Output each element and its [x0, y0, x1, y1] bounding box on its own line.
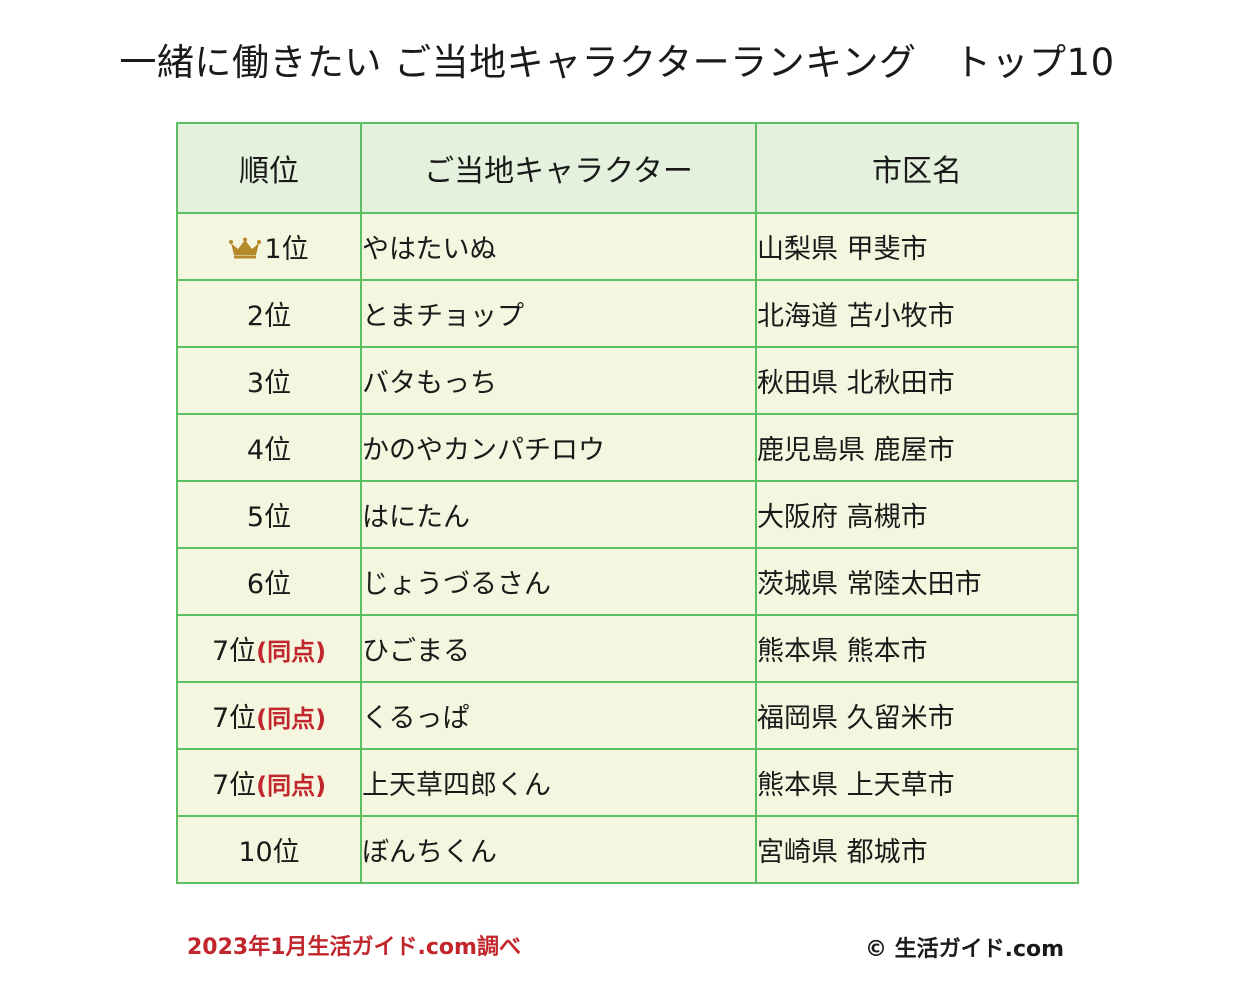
- rank-label: 6位: [246, 569, 292, 600]
- table-row: 6位 じょうづるさん 茨城県 常陸太田市: [176, 547, 1079, 616]
- city-cell: 大阪府 高槻市: [755, 480, 1079, 549]
- rank-cell: 7位(同点): [176, 614, 362, 683]
- rank-label: 4位: [246, 435, 292, 466]
- city-cell: 北海道 苫小牧市: [755, 279, 1079, 348]
- city-cell: 鹿児島県 鹿屋市: [755, 413, 1079, 482]
- character-cell: ひごまる: [360, 614, 757, 683]
- character-cell: 上天草四郎くん: [360, 748, 757, 817]
- city-cell: 秋田県 北秋田市: [755, 346, 1079, 415]
- table-row: 7位(同点) 上天草四郎くん 熊本県 上天草市: [176, 748, 1079, 817]
- tie-badge: (同点): [256, 772, 327, 800]
- crown-icon: [229, 235, 262, 259]
- character-cell: バタもっち: [360, 346, 757, 415]
- rank-cell: 2位: [176, 279, 362, 348]
- table-row: 4位 かのやカンパチロウ 鹿児島県 鹿屋市: [176, 413, 1079, 482]
- character-cell: やはたいぬ: [360, 212, 757, 281]
- table-row: 1位 やはたいぬ 山梨県 甲斐市: [176, 212, 1079, 281]
- rank-cell: 7位(同点): [176, 748, 362, 817]
- page-title: 一緒に働きたい ご当地キャラクターランキング トップ10: [119, 41, 1115, 84]
- city-cell: 山梨県 甲斐市: [755, 212, 1079, 281]
- ranking-table: 順位 ご当地キャラクター 市区名 1位 やはたいぬ 山梨県 甲斐市 2位 とまチョップ北…: [176, 122, 1079, 884]
- city-cell: 福岡県 久留米市: [755, 681, 1079, 750]
- header-rank: 順位: [176, 122, 362, 214]
- character-cell: くるっぱ: [360, 681, 757, 750]
- rank-label: 1位: [264, 234, 309, 265]
- rank-label: 3位: [246, 368, 292, 399]
- rank-cell: 1位: [176, 212, 362, 281]
- rank-label: 7位: [211, 636, 257, 667]
- rank-label: 10位: [238, 837, 300, 868]
- rank-cell: 7位(同点): [176, 681, 362, 750]
- tie-badge: (同点): [256, 705, 327, 733]
- header-character: ご当地キャラクター: [360, 122, 757, 214]
- character-cell: はにたん: [360, 480, 757, 549]
- rank-cell: 6位: [176, 547, 362, 616]
- rank-cell: 5位: [176, 480, 362, 549]
- city-cell: 熊本県 熊本市: [755, 614, 1079, 683]
- table-row: 7位(同点) くるっぱ 福岡県 久留米市: [176, 681, 1079, 750]
- rank-cell: 4位: [176, 413, 362, 482]
- rank-label: 7位: [211, 770, 257, 801]
- table-row: 10位 ぼんちくん 宮崎県 都城市: [176, 815, 1079, 884]
- table-row: 7位(同点) ひごまる 熊本県 熊本市: [176, 614, 1079, 683]
- character-cell: じょうづるさん: [360, 547, 757, 616]
- character-cell: かのやカンパチロウ: [360, 413, 757, 482]
- tie-badge: (同点): [256, 638, 327, 666]
- rank-cell: 10位: [176, 815, 362, 884]
- copyright-note: © 生活ガイド.com: [865, 937, 1065, 962]
- table-row: 3位 バタもっち 秋田県 北秋田市: [176, 346, 1079, 415]
- header-city: 市区名: [755, 122, 1079, 214]
- city-cell: 茨城県 常陸太田市: [755, 547, 1079, 616]
- rank-label: 5位: [246, 502, 292, 533]
- table-row: 2位 とまチョップ 北海道 苫小牧市: [176, 279, 1079, 348]
- source-note: 2023年1月生活ガイド.com調べ: [187, 935, 521, 960]
- character-cell: ぼんちくん: [360, 815, 757, 884]
- rank-label: 2位: [246, 301, 292, 332]
- rank-cell: 3位: [176, 346, 362, 415]
- character-cell: とまチョップ: [360, 279, 757, 348]
- table-row: 5位 はにたん 大阪府 高槻市: [176, 480, 1079, 549]
- city-cell: 宮崎県 都城市: [755, 815, 1079, 884]
- city-cell: 熊本県 上天草市: [755, 748, 1079, 817]
- table-header-row: 順位 ご当地キャラクター 市区名: [176, 122, 1079, 214]
- rank-label: 7位: [211, 703, 257, 734]
